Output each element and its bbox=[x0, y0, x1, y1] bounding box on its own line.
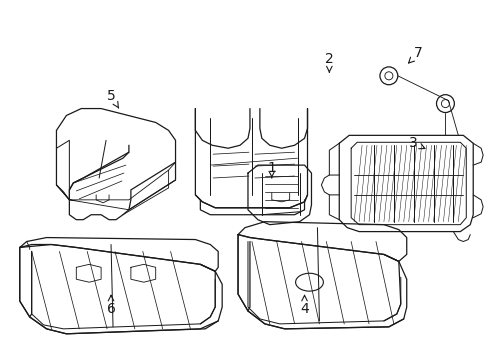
Text: 3: 3 bbox=[408, 136, 424, 150]
Text: 4: 4 bbox=[300, 295, 308, 316]
Text: 7: 7 bbox=[408, 46, 422, 63]
Text: 6: 6 bbox=[106, 295, 115, 316]
Text: 2: 2 bbox=[325, 52, 333, 72]
Text: 5: 5 bbox=[106, 89, 119, 108]
Text: 1: 1 bbox=[267, 161, 276, 178]
